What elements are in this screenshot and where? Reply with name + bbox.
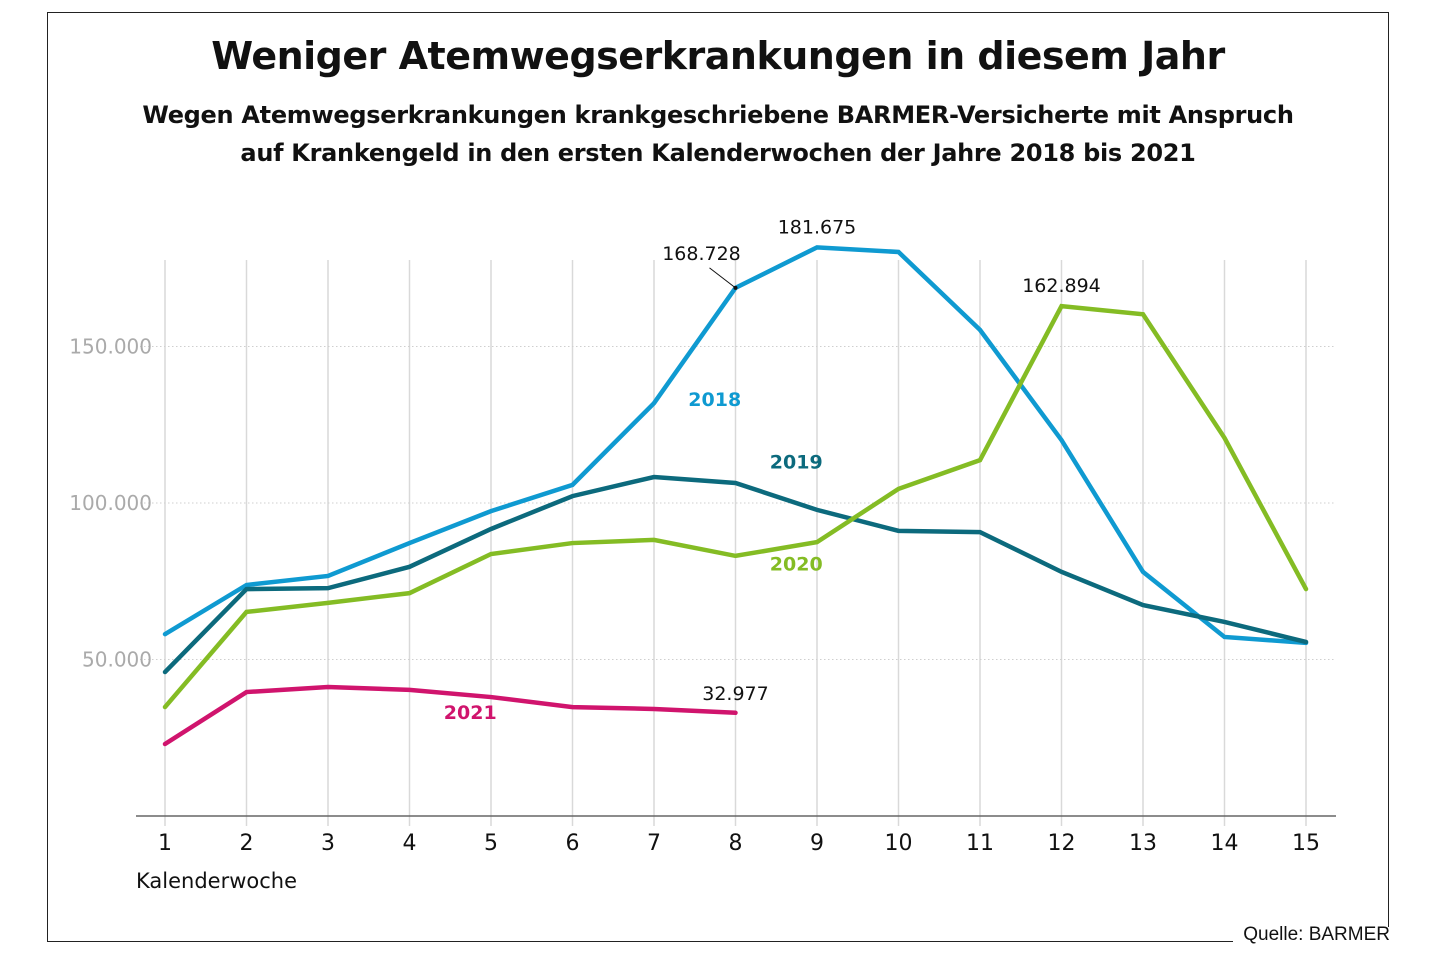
x-axis-label: Kalenderwoche <box>136 869 297 893</box>
x-tick-label: 4 <box>403 831 417 856</box>
series-label-2019: 2019 <box>770 452 823 474</box>
series-line-2020 <box>162 303 1309 710</box>
x-axis: 1 2 3 4 5 6 7 8 9 10 11 12 13 14 15 <box>136 815 1336 856</box>
data-label-annotation: 32.977 <box>702 683 768 705</box>
x-tick-label: 8 <box>729 831 743 856</box>
annotations: 168.728 181.675 162.894 32.977 <box>662 216 1101 704</box>
frame-border-top <box>47 12 1389 13</box>
subtitle-line-2: auf Krankengeld in den ersten Kalenderwo… <box>240 139 1196 167</box>
chart-title: Weniger Atemwegserkrankungen in diesem J… <box>211 34 1225 78</box>
series-labels: 2018 2019 2020 2021 <box>444 389 823 724</box>
annotation-leader-line <box>709 267 736 289</box>
y-axis-ticks: 50.000 100.000 150.000 <box>69 335 152 672</box>
frame-border-left <box>47 12 48 942</box>
series-line-2019 <box>162 474 1309 675</box>
frame-border-bottom <box>47 941 1233 942</box>
x-tick-label: 12 <box>1048 831 1076 856</box>
subtitle-line-1: Wegen Atemwegserkrankungen krankgeschrie… <box>142 101 1294 129</box>
x-tick-label: 14 <box>1211 831 1239 856</box>
data-label-annotation: 168.728 <box>662 243 741 265</box>
x-tick-label: 7 <box>647 831 661 856</box>
y-tick-label: 100.000 <box>69 491 152 515</box>
y-tick-label: 50.000 <box>82 648 152 672</box>
series-label-2018: 2018 <box>688 389 741 411</box>
series-label-2020: 2020 <box>770 553 823 575</box>
data-label-annotation: 181.675 <box>778 216 857 238</box>
x-tick-label: 1 <box>158 831 172 856</box>
x-tick-label: 5 <box>484 831 498 856</box>
frame-border-right <box>1388 12 1389 927</box>
chart-subtitle: Wegen Atemwegserkrankungen krankgeschrie… <box>0 96 1436 172</box>
source-note: Quelle: BARMER <box>1243 924 1390 945</box>
x-tick-label: 9 <box>810 831 824 856</box>
x-tick-label: 10 <box>885 831 913 856</box>
series-label-2021: 2021 <box>444 702 497 724</box>
grid <box>136 260 1336 826</box>
x-tick-label: 13 <box>1129 831 1157 856</box>
x-tick-label: 6 <box>566 831 580 856</box>
x-tick-label: 11 <box>966 831 994 856</box>
series-line-2021 <box>162 684 738 747</box>
x-tick-label: 3 <box>321 831 335 856</box>
data-label-annotation: 162.894 <box>1022 275 1101 297</box>
series-lines <box>162 245 1309 747</box>
y-tick-label: 150.000 <box>69 335 152 359</box>
x-tick-label: 15 <box>1292 831 1320 856</box>
x-tick-label: 2 <box>240 831 254 856</box>
annotation-point <box>733 285 738 290</box>
